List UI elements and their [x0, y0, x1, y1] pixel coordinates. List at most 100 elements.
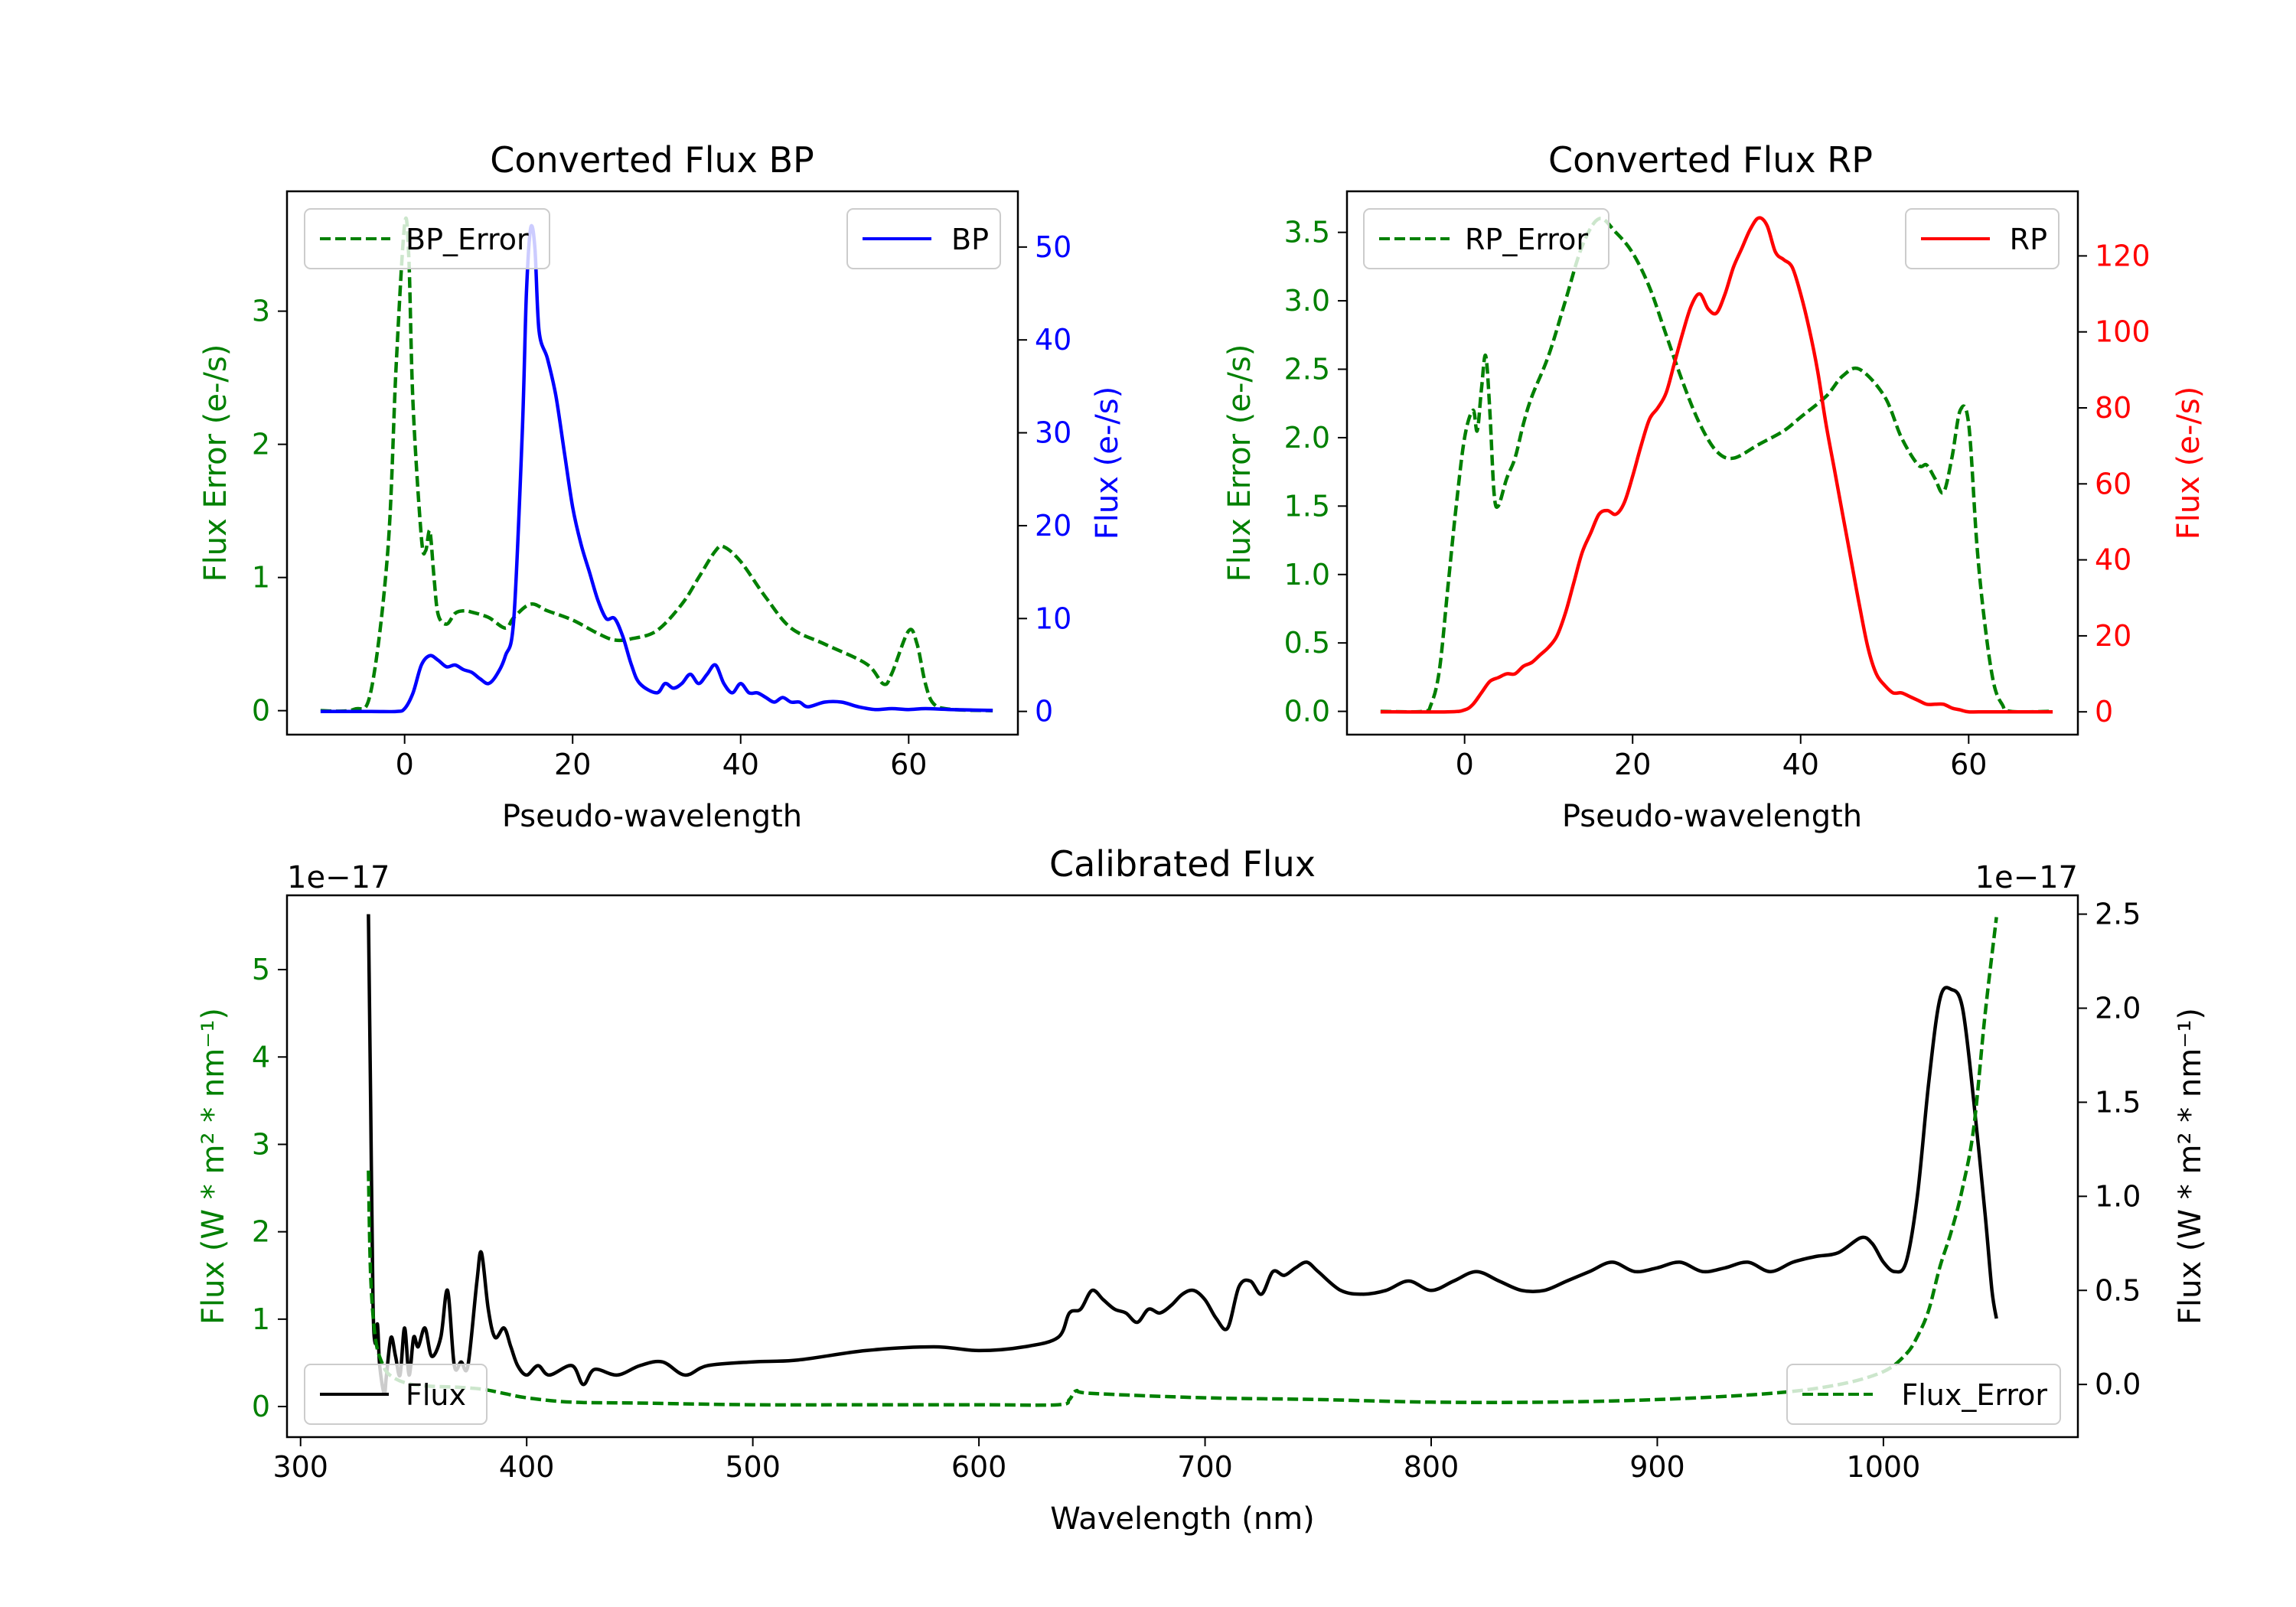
y-axis-label-right: Flux (W * m² * nm⁻¹): [2173, 1008, 2208, 1325]
legend-left: BP_Error: [304, 208, 550, 269]
y-tick-label-right: 20: [2095, 619, 2131, 653]
y-tick-label-right: 50: [1035, 230, 1071, 264]
y-tick-label-right: 2.5: [2095, 898, 2141, 931]
legend-label-flux: Flux: [406, 1378, 466, 1412]
y-tick-label-right: 0: [1035, 695, 1053, 729]
y-tick-label-left: 1: [252, 561, 270, 595]
y-tick-label-left: 3.5: [1284, 216, 1330, 249]
legend-box: [1363, 208, 1609, 269]
x-tick-label: 0: [1456, 748, 1474, 781]
y-tick-label-right: 80: [2095, 391, 2131, 425]
legend-label-bp: BP: [951, 223, 989, 256]
x-tick-label: 0: [396, 748, 414, 781]
y-axis-label-right: Flux (e-/s): [1090, 386, 1125, 539]
legend-label-rp: RP: [2010, 223, 2047, 256]
x-axis-label: Pseudo-wavelength: [1562, 799, 1862, 834]
y-tick-label-left: 5: [252, 953, 270, 986]
y-tick-label-left: 2: [252, 1215, 270, 1249]
y-tick-label-left: 2.0: [1284, 421, 1330, 455]
series-line-bp: [320, 223, 993, 714]
y-tick-label-left: 1: [252, 1302, 270, 1336]
legend-left: Flux: [304, 1364, 488, 1425]
x-tick-label: 500: [725, 1450, 781, 1484]
legend-right: Flux_Error: [1786, 1364, 2061, 1425]
x-tick-label: 800: [1404, 1450, 1459, 1484]
y-tick-label-left: 3.0: [1284, 284, 1330, 318]
y-ticks-right: 0.0 0.5 1.0 1.5 2.0 2.5: [2078, 898, 2141, 1401]
legend-box: [304, 208, 550, 269]
exponent-label-left: 1e−17: [287, 860, 390, 895]
y-ticks-right: 0 20 40 60 80 100 120: [2078, 239, 2151, 729]
y-tick-label-left: 0: [252, 694, 270, 728]
y-tick-label-left: 3: [252, 295, 270, 328]
x-tick-label: 20: [1614, 748, 1651, 781]
legend-right: BP: [846, 208, 1001, 269]
y-tick-label-left: 0.0: [1284, 695, 1330, 729]
y-tick-label-right: 1.0: [2095, 1179, 2141, 1213]
axes-frame: [285, 894, 2079, 1439]
y-tick-label-left: 4: [252, 1040, 270, 1074]
y-ticks-left: 0 1 2 3 4 5: [252, 953, 287, 1423]
legend-left: RP_Error: [1363, 208, 1609, 269]
series-line-flux: [367, 914, 1998, 1396]
chart-title: Calibrated Flux: [1049, 843, 1316, 885]
y-axis-label-right: Flux (e-/s): [2171, 386, 2206, 539]
legend-label-bp-error: BP_Error: [406, 223, 529, 256]
y-tick-label-right: 100: [2095, 315, 2151, 349]
y-tick-label-right: 0.0: [2095, 1367, 2141, 1401]
y-tick-label-left: 2.5: [1284, 352, 1330, 386]
series-line-rp: [1380, 216, 2053, 714]
y-tick-label-right: 2.0: [2095, 992, 2141, 1025]
x-tick-label: 400: [499, 1450, 555, 1484]
chart-calibrated: Calibrated Flux 1e−17 1e−17 300 400 500 600…: [196, 843, 2208, 1537]
x-tick-label: 600: [951, 1450, 1007, 1484]
legend-label-flux-error: Flux_Error: [1901, 1378, 2047, 1412]
plot-area: [320, 217, 993, 714]
x-tick-label: 900: [1629, 1450, 1685, 1484]
series-line-rp-error: [1380, 217, 2053, 714]
y-tick-label-left: 3: [252, 1127, 270, 1161]
x-tick-label: 300: [272, 1450, 328, 1484]
y-axis-label-left: Flux (W * m² * nm⁻¹): [196, 1008, 231, 1325]
x-tick-label: 40: [1782, 748, 1819, 781]
axes-frame: [1345, 190, 2079, 736]
y-tick-label-right: 60: [2095, 467, 2131, 500]
y-tick-label-right: 10: [1035, 601, 1071, 635]
y-tick-label-right: 120: [2095, 239, 2151, 272]
y-tick-label-right: 30: [1035, 416, 1071, 450]
y-tick-label-right: 40: [2095, 543, 2131, 577]
exponent-label-right: 1e−17: [1975, 860, 2078, 895]
y-tick-label-right: 40: [1035, 323, 1071, 357]
legend-label-rp-error: RP_Error: [1465, 223, 1588, 256]
x-ticks: 0 20 40 60: [396, 735, 927, 781]
y-ticks-left: 0.0 0.5 1.0 1.5 2.0 2.5 3.0 3.5: [1284, 216, 1347, 729]
x-tick-label: 60: [890, 748, 927, 781]
y-tick-label-left: 2: [252, 428, 270, 461]
x-axis-label: Pseudo-wavelength: [502, 799, 802, 834]
axes-frame: [285, 190, 1019, 736]
chart-rp: Converted Flux RP 0 20 40 60 0.0 0.5 1.0 1.5 2.…: [1222, 139, 2206, 834]
y-axis-label-left: Flux Error (e-/s): [198, 344, 233, 582]
x-axis-label: Wavelength (nm): [1050, 1501, 1315, 1537]
legend-box: [1786, 1364, 2061, 1425]
y-tick-label-right: 0: [2095, 695, 2113, 729]
plot-area: [1380, 216, 2053, 714]
y-ticks-right: 0 10 20 30 40 50: [1018, 230, 1071, 729]
y-tick-label-left: 1.5: [1284, 489, 1330, 523]
legend-right: RP: [1905, 208, 2060, 269]
chart-bp: Converted Flux BP 0 20 40 60 0 1 2 3 0 10 20 30 40…: [198, 139, 1125, 834]
y-axis-label-left: Flux Error (e-/s): [1222, 344, 1257, 582]
x-tick-label: 40: [722, 748, 759, 781]
y-ticks-left: 0 1 2 3: [252, 295, 287, 728]
y-tick-label-left: 0: [252, 1390, 270, 1423]
chart-title: Converted Flux RP: [1548, 139, 1873, 181]
y-tick-label-right: 0.5: [2095, 1273, 2141, 1307]
x-tick-label: 700: [1177, 1450, 1233, 1484]
x-ticks: 0 20 40 60: [1456, 735, 1987, 781]
chart-title: Converted Flux BP: [490, 139, 814, 181]
y-tick-label-right: 20: [1035, 509, 1071, 543]
y-tick-label-right: 1.5: [2095, 1085, 2141, 1119]
y-tick-label-left: 1.0: [1284, 558, 1330, 592]
y-tick-label-left: 0.5: [1284, 626, 1330, 660]
